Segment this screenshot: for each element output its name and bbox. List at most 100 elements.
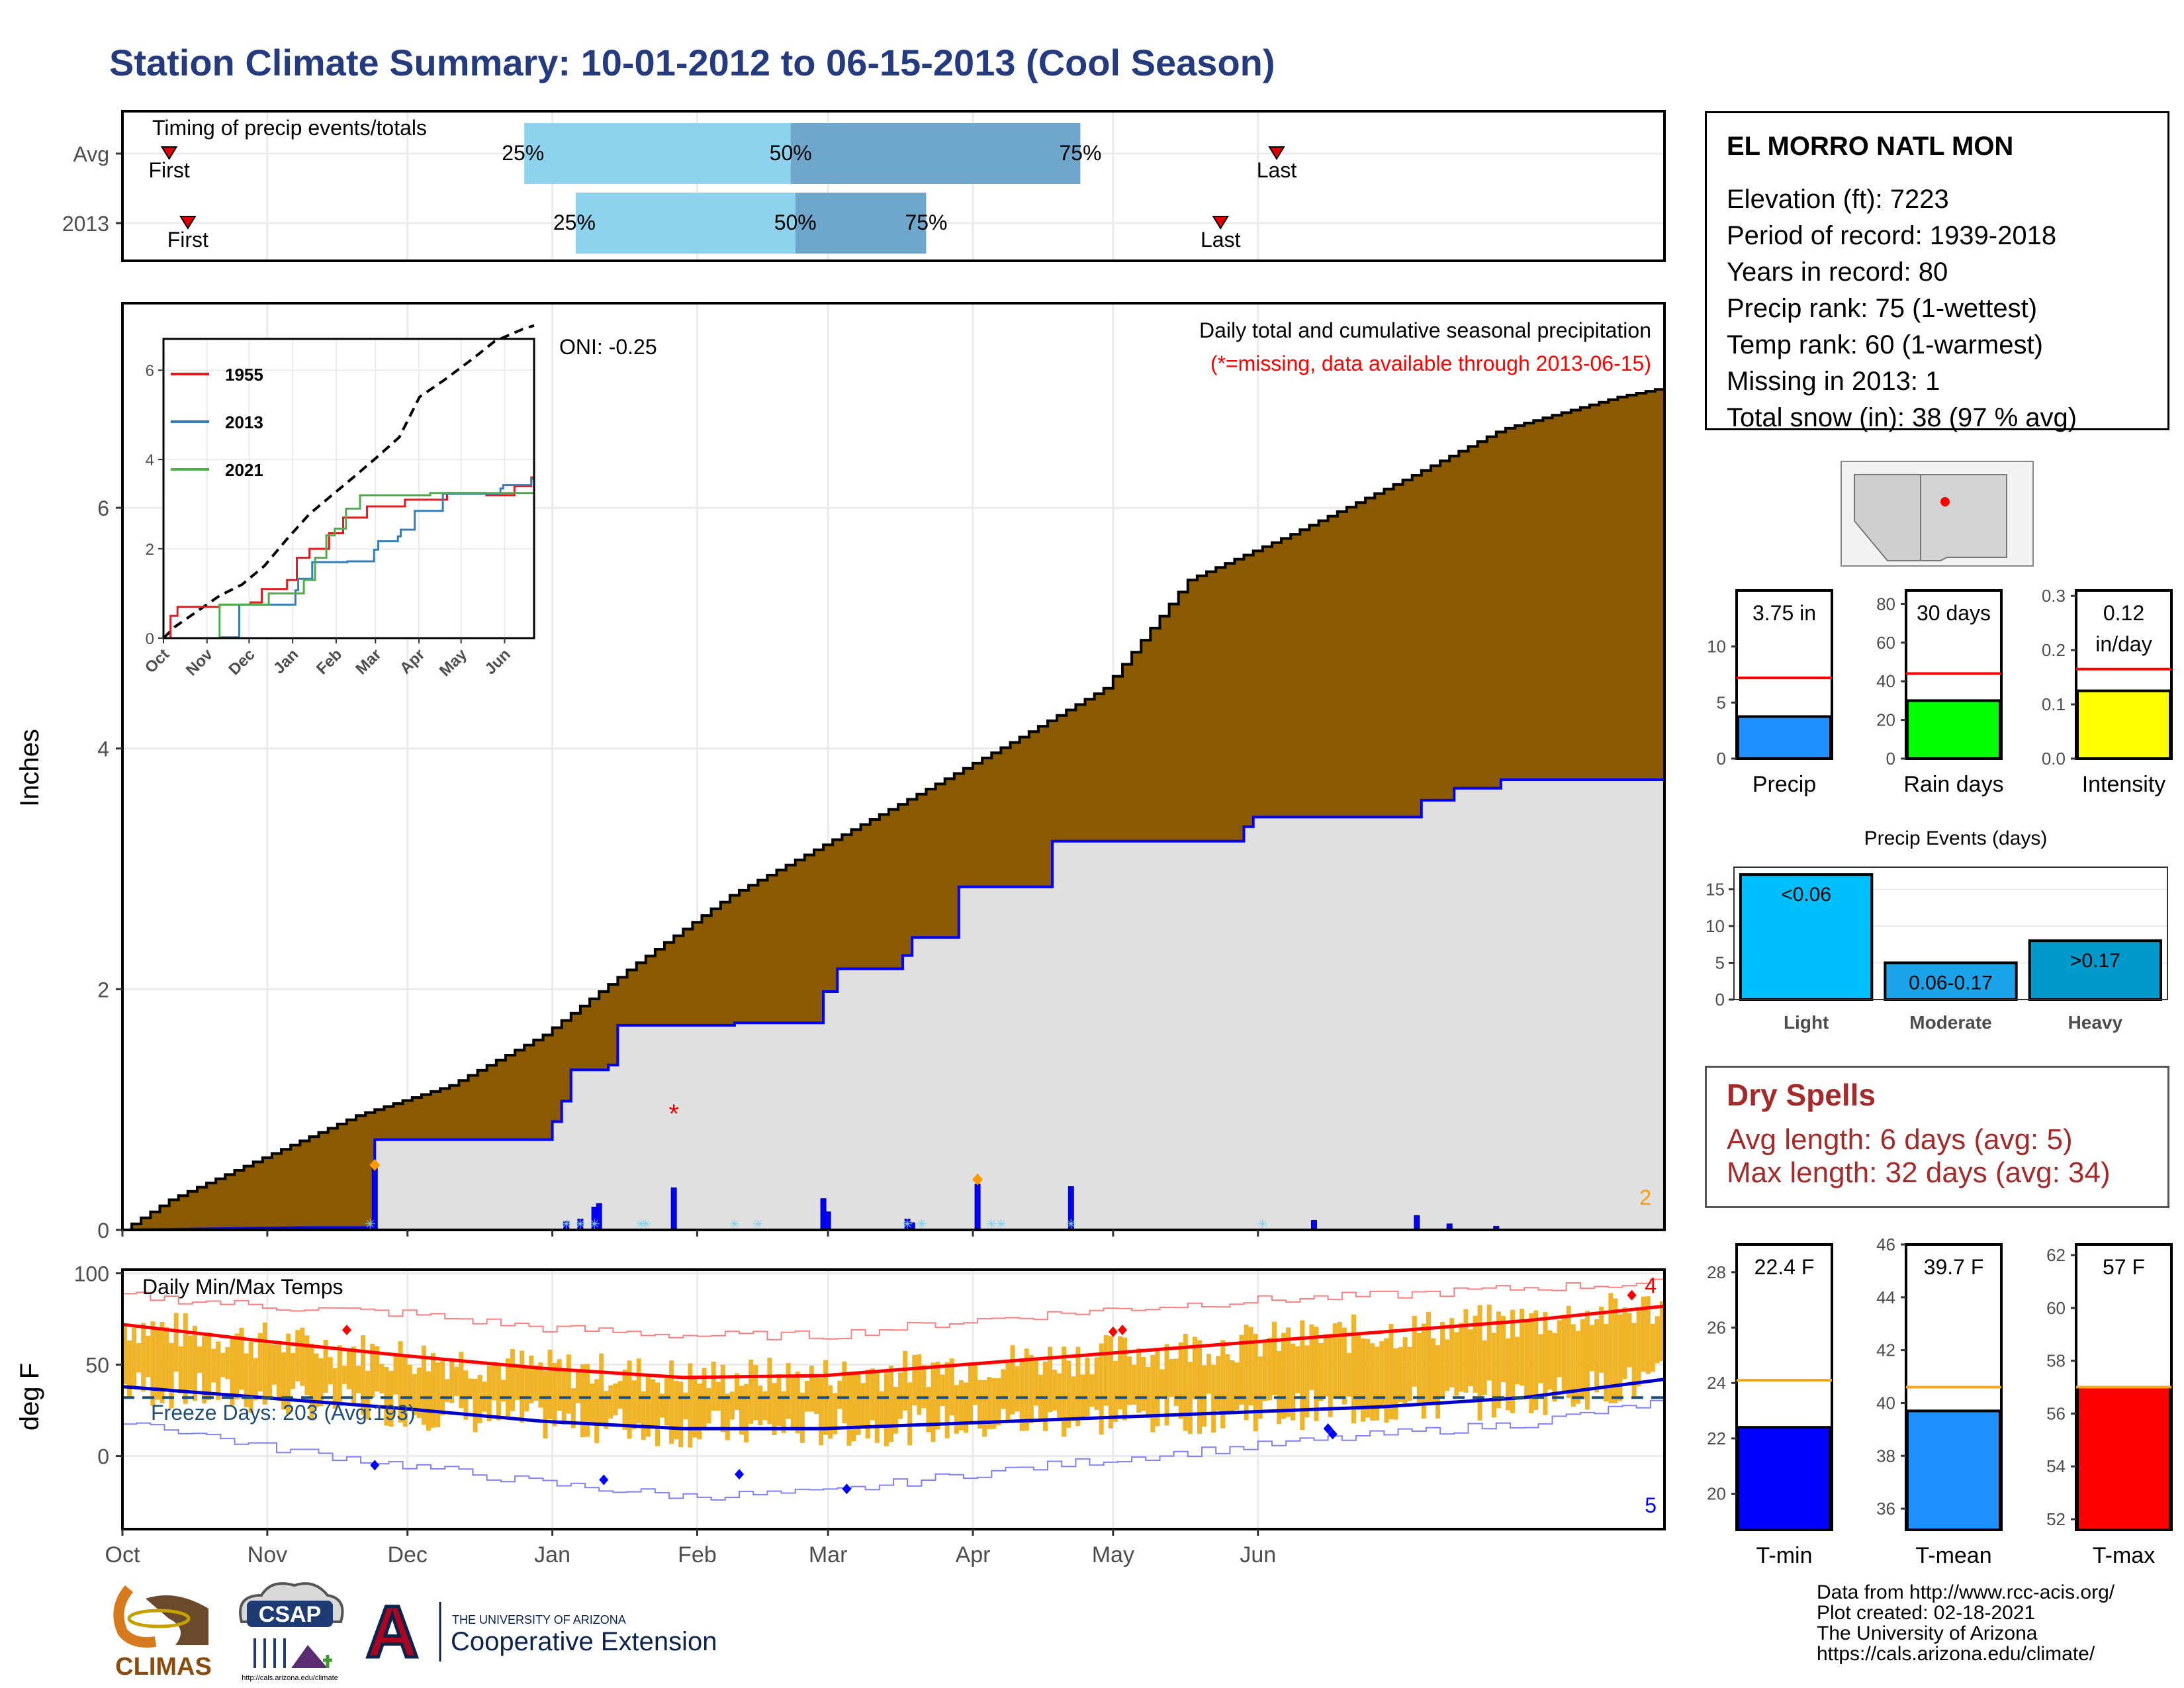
daily-temp-bar xyxy=(1323,1334,1328,1397)
daily-temp-bar xyxy=(435,1362,441,1428)
daily-temp-bar xyxy=(1645,1296,1651,1374)
record-low-marker xyxy=(735,1469,744,1480)
daily-temp-bar xyxy=(949,1358,954,1416)
summary-y-tick-label: 0.2 xyxy=(2042,640,2066,660)
daily-temp-bar xyxy=(262,1323,267,1405)
daily-temp-bar xyxy=(987,1377,992,1429)
daily-temp-bar xyxy=(1001,1369,1006,1409)
daily-temp-bar xyxy=(758,1385,763,1425)
daily-temp-bar xyxy=(1365,1338,1371,1418)
daily-temp-bar xyxy=(1332,1323,1338,1399)
daily-temp-bar xyxy=(351,1346,357,1406)
daily-temp-bar xyxy=(328,1357,333,1385)
record-low-marker xyxy=(1328,1429,1338,1440)
daily-temp-bar xyxy=(520,1350,525,1423)
timing-bar-25-50 xyxy=(575,193,796,254)
summary-bar-value-text: 30 days xyxy=(1917,601,1991,625)
summary-y-tick-label: 0.0 xyxy=(2042,749,2066,769)
daily-temp-bar xyxy=(664,1378,670,1426)
summary-bar-value xyxy=(1737,1426,1832,1532)
month-axis-label: Jan xyxy=(534,1542,570,1568)
daily-temp-bar xyxy=(767,1358,772,1425)
summary-bar-label: Precip xyxy=(1752,772,1816,797)
daily-temp-bar xyxy=(416,1368,422,1419)
temp-panel-frame xyxy=(121,1268,1666,1530)
daily-temp-bar xyxy=(879,1391,884,1427)
summary-y-tick-label: 62 xyxy=(2046,1245,2066,1265)
daily-temp-bar xyxy=(608,1385,614,1419)
month-axis-label: Dec xyxy=(387,1542,427,1568)
daily-temp-bar xyxy=(1547,1330,1553,1390)
daily-temp-bar xyxy=(244,1353,249,1407)
daily-temp-bar xyxy=(645,1376,651,1437)
climas-logo-graphic: CLIMAS xyxy=(113,1585,212,1681)
timing-title: Timing of precip events/totals xyxy=(152,116,427,140)
daily-temp-bar xyxy=(1066,1360,1071,1428)
daily-temp-bar xyxy=(786,1363,791,1419)
event-bar-label: <0.06 xyxy=(1781,884,1831,906)
snow-mark: ✳ xyxy=(1257,1217,1268,1232)
daily-temp-bar xyxy=(1337,1322,1342,1399)
daily-temp-bar xyxy=(267,1344,272,1399)
temp-y-tick-label: 50 xyxy=(85,1354,109,1378)
timing-panel-frame xyxy=(121,110,1666,262)
record-low-marker xyxy=(842,1483,852,1495)
precip-y-tick-label: 2 xyxy=(97,978,109,1002)
daily-temp-bar xyxy=(1052,1370,1058,1411)
arizona-shape xyxy=(1854,474,1921,561)
daily-temp-bar xyxy=(1262,1340,1267,1401)
summary-bar-value-text: 3.75 in xyxy=(1752,601,1816,625)
timing-marker xyxy=(1212,216,1230,230)
summary-bar-value xyxy=(2076,689,2171,761)
inset-series-line xyxy=(163,471,535,639)
daily-temp-bar xyxy=(636,1358,641,1424)
record-low-marker xyxy=(599,1474,609,1485)
daily-temp-bar xyxy=(1361,1338,1366,1422)
daily-temp-bar xyxy=(402,1356,408,1427)
daily-temp-bar xyxy=(627,1360,632,1439)
summary-y-tick-label: 60 xyxy=(1876,633,1895,653)
daily-temp-bar xyxy=(613,1383,618,1416)
month-axis-label: Mar xyxy=(809,1542,848,1568)
daily-temp-bar xyxy=(1375,1346,1380,1421)
daily-temp-bar xyxy=(421,1345,426,1425)
month-axis-label: Feb xyxy=(678,1542,717,1568)
daily-temp-bar xyxy=(570,1388,576,1429)
daily-temp-bar xyxy=(622,1369,627,1430)
precip-y-axis-label: Inches xyxy=(15,729,44,807)
ua-logo-letter: A xyxy=(366,1592,418,1671)
daily-temp-bar xyxy=(903,1350,908,1411)
daily-temp-bar xyxy=(192,1325,197,1401)
daily-temp-bar xyxy=(1197,1340,1202,1434)
daily-temp-bar xyxy=(375,1346,380,1392)
daily-temp-bar xyxy=(893,1386,899,1434)
daily-temp-bar xyxy=(697,1383,702,1440)
daily-temp-bar xyxy=(533,1366,539,1401)
missing-day-mark: * xyxy=(668,1100,679,1129)
summary-y-tick-label: 60 xyxy=(2046,1298,2066,1318)
timing-marker-label: First xyxy=(149,158,190,182)
record-low-marker xyxy=(1323,1423,1333,1434)
station-line: Elevation (ft): 7223 xyxy=(1727,185,1949,214)
summary-bar-value-text: 57 F xyxy=(2103,1255,2145,1279)
daily-temp-bar xyxy=(1169,1359,1174,1397)
daily-temp-bar xyxy=(1435,1345,1441,1419)
daily-temp-bar xyxy=(1505,1338,1510,1411)
dry-spells-box: Dry Spells Avg length: 6 days (avg: 5) M… xyxy=(1705,1066,2169,1208)
daily-temp-bar xyxy=(1613,1298,1618,1403)
daily-temp-bar xyxy=(729,1391,735,1420)
summary-y-tick-label: 10 xyxy=(1707,637,1726,657)
timing-marker-label: Last xyxy=(1257,158,1297,182)
daily-temp-bar xyxy=(547,1349,553,1420)
daily-temp-bar xyxy=(1627,1313,1632,1368)
daily-temp-bar xyxy=(1379,1341,1385,1408)
daily-temp-bar xyxy=(1445,1339,1450,1391)
daily-temp-bar xyxy=(379,1364,385,1393)
avg-min-line xyxy=(122,1378,1665,1430)
page-title: Station Climate Summary: 10-01-2012 to 0… xyxy=(109,42,1275,83)
daily-temp-bar xyxy=(1295,1346,1300,1393)
daily-temp-bar xyxy=(332,1368,338,1409)
daily-temp-bar xyxy=(1449,1318,1455,1388)
daily-temp-bar xyxy=(1412,1315,1417,1387)
daily-temp-bar xyxy=(1356,1335,1361,1411)
